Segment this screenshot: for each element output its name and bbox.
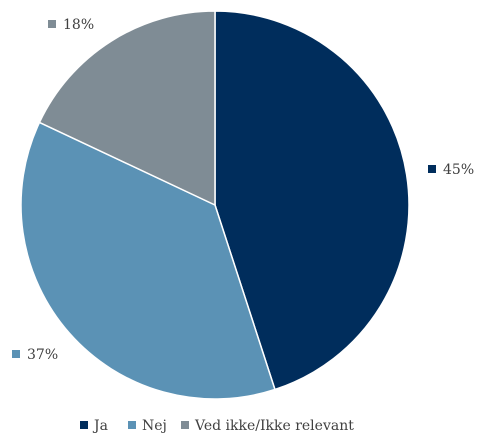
pie-slice-ved-ikke <box>38 10 216 207</box>
legend-marker-nej <box>128 421 136 429</box>
legend-marker-ved-ikke <box>181 421 189 429</box>
legend-label-ved-ikke: Ved ikke/Ikke relevant <box>194 418 354 434</box>
legend-label-ja: Ja <box>92 418 108 434</box>
data-labels: 45% 37% 18% <box>12 17 474 363</box>
pie-slice-nej <box>20 121 276 400</box>
data-label-ja: 45% <box>443 162 474 178</box>
legend-label-nej: Nej <box>142 418 167 434</box>
data-label-marker-nej <box>12 350 20 358</box>
legend: Ja Nej Ved ikke/Ikke relevant <box>80 418 354 434</box>
data-label-nej: 37% <box>27 347 58 363</box>
data-label-ved-ikke: 18% <box>63 17 94 33</box>
pie-slice-ja <box>214 10 410 391</box>
data-label-marker-ved-ikke <box>48 20 56 28</box>
data-label-marker-ja <box>428 165 436 173</box>
pie-slices <box>20 10 410 400</box>
legend-marker-ja <box>80 421 88 429</box>
